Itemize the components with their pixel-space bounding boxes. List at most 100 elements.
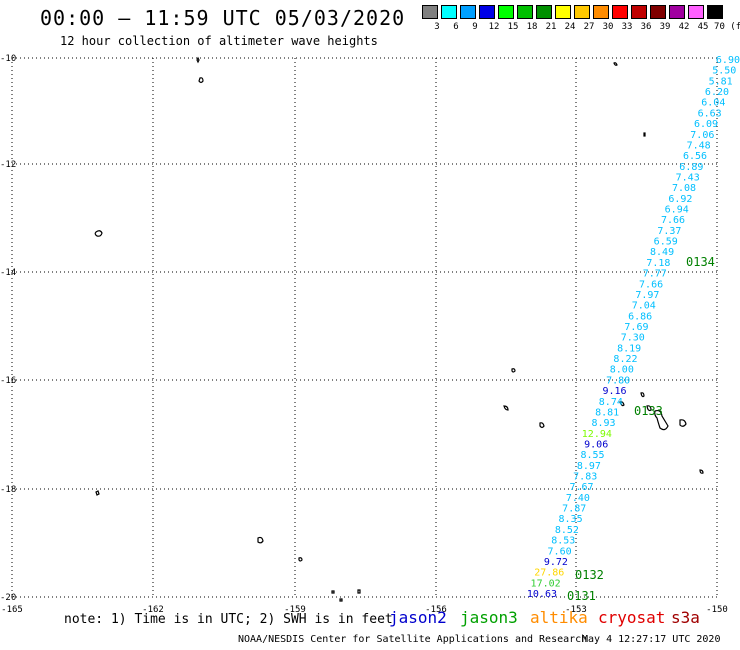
swh-value: 7.60: [548, 546, 572, 557]
scale-swatch: [498, 5, 514, 19]
scale-swatch: [517, 5, 533, 19]
generated-timestamp: May 4 12:27:17 UTC 2020: [582, 634, 721, 645]
legend-item-jason2: jason2: [389, 608, 447, 627]
lon-label: -165: [1, 605, 23, 615]
scale-label: 6: [453, 22, 459, 32]
swh-value: 7.69: [624, 322, 648, 333]
swh-value: 8.53: [551, 536, 575, 547]
axis-labels: -10 -12 -14 -16 -18 -20 -165 -162 -159 -156 -153 -1…: [0, 54, 728, 615]
swh-value: 7.37: [657, 226, 681, 237]
swh-value: 17.02: [531, 578, 561, 589]
lon-label: -159: [284, 605, 306, 615]
scale-label: 70 (ft): [714, 22, 740, 32]
units-note: note: 1) Time is in UTC; 2) SWH is in fe…: [64, 612, 393, 627]
scale-swatch: [536, 5, 552, 19]
scale-swatch: [574, 5, 590, 19]
swh-value: 6.94: [665, 205, 689, 216]
swh-value: 7.40: [566, 493, 590, 504]
scale-swatch: [593, 5, 609, 19]
swh-value: 9.72: [544, 557, 568, 568]
swh-value: 8.93: [591, 418, 615, 429]
lat-label: -10: [0, 54, 16, 64]
swh-value: 8.35: [559, 514, 583, 525]
legend-item-cryosat: cryosat: [598, 608, 666, 627]
scale-swatch: [422, 5, 438, 19]
swh-value: 7.80: [606, 375, 630, 386]
scale-label: 21: [545, 22, 557, 32]
scale-swatch: [650, 5, 666, 19]
scale-label: 30: [602, 22, 614, 32]
scale-label: 45: [697, 22, 709, 32]
island-outline: [94, 56, 704, 602]
swh-value: 7.18: [646, 258, 670, 269]
swh-value: 7.97: [635, 290, 659, 301]
scale-label: 27: [583, 22, 595, 32]
swh-value: 7.48: [687, 140, 711, 151]
swh-value: 6.89: [679, 162, 703, 173]
scale-label: 12: [488, 22, 500, 32]
swh-value: 8.97: [577, 461, 601, 472]
scale-label: 33: [621, 22, 633, 32]
scale-label: 36: [640, 22, 652, 32]
swh-value: 7.66: [639, 279, 663, 290]
swh-value: 8.22: [613, 354, 637, 365]
swh-value: 9.16: [602, 386, 626, 397]
scale-label: 24: [564, 22, 576, 32]
legend-item-altika: altika: [530, 608, 588, 627]
scale-swatch: [707, 5, 723, 19]
track-id-label: 0134: [686, 255, 715, 269]
swh-value: 7.43: [676, 172, 700, 183]
swh-value: 7.66: [661, 215, 685, 226]
swh-value: 6.04: [701, 98, 725, 109]
scale-swatch: [631, 5, 647, 19]
swh-value: 8.81: [595, 407, 619, 418]
track-id-label: 0131: [567, 589, 596, 603]
scale-swatch: [479, 5, 495, 19]
swh-value: 6.09: [694, 119, 718, 130]
scale-swatch: [612, 5, 628, 19]
swh-value: 8.74: [599, 397, 623, 408]
scale-label: 15: [507, 22, 519, 32]
track-id-labels: 0134 0133 0132 0131: [567, 255, 715, 603]
scale-swatch: [555, 5, 571, 19]
swh-value: 8.19: [617, 343, 641, 354]
lon-label: -150: [706, 605, 728, 615]
swh-value: 8.52: [555, 525, 579, 536]
swh-value-labels: 6.905.505.816.206.046.636.097.067.486.56…: [527, 55, 740, 600]
scale-label: 39: [659, 22, 671, 32]
scale-swatch: [669, 5, 685, 19]
swh-value: 7.08: [672, 183, 696, 194]
scale-label: 9: [472, 22, 478, 32]
page-subtitle: 12 hour collection of altimeter wave hei…: [60, 34, 378, 48]
lon-label: -153: [565, 605, 587, 615]
swh-value: 6.92: [668, 194, 692, 205]
swh-value: 6.59: [654, 237, 678, 248]
legend-item-s3a: s3a: [671, 608, 700, 627]
credit-line: NOAA/NESDIS Center for Satellite Applica…: [238, 634, 588, 645]
swh-value: 6.90: [716, 55, 740, 66]
legend-item-jason3: jason3: [460, 608, 518, 627]
swh-value: 12.94: [582, 429, 612, 440]
swh-value: 5.81: [709, 76, 733, 87]
swh-value: 7.06: [690, 130, 714, 141]
scale-label: 42: [678, 22, 690, 32]
swh-value: 7.04: [632, 301, 656, 312]
lat-label: -14: [0, 268, 16, 278]
scale-swatch: [460, 5, 476, 19]
swh-value: 5.50: [712, 66, 736, 77]
swh-value: 10.63: [527, 589, 557, 600]
swh-value: 27.86: [534, 568, 564, 579]
scale-label: 18: [526, 22, 538, 32]
lat-label: -20: [0, 593, 16, 603]
lat-label: -12: [0, 160, 16, 170]
lat-label: -18: [0, 485, 16, 495]
swh-value: 9.06: [584, 439, 608, 450]
scale-swatch: [688, 5, 704, 19]
swh-value: 7.87: [562, 504, 586, 515]
swh-value: 6.86: [628, 311, 652, 322]
swh-value: 6.63: [698, 108, 722, 119]
swh-value: 6.56: [683, 151, 707, 162]
swh-value: 7.30: [621, 333, 645, 344]
swh-value: 7.83: [573, 472, 597, 483]
